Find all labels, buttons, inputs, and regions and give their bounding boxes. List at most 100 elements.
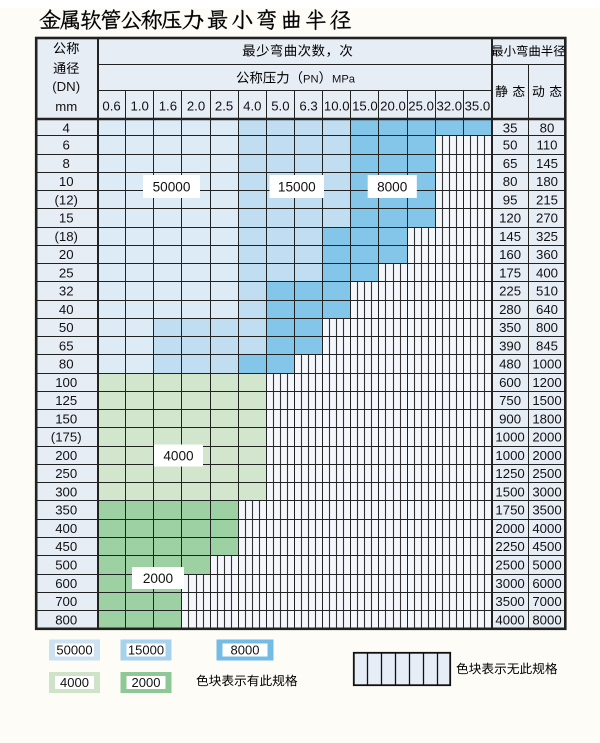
- svg-text:800: 800: [536, 320, 558, 335]
- svg-text:6: 6: [63, 138, 70, 153]
- svg-text:145: 145: [536, 156, 558, 171]
- svg-text:8000: 8000: [532, 612, 561, 627]
- svg-text:10: 10: [59, 174, 74, 189]
- svg-text:35.0: 35.0: [465, 99, 491, 114]
- svg-text:110: 110: [536, 138, 557, 153]
- svg-text:1500: 1500: [495, 485, 524, 500]
- svg-text:4500: 4500: [532, 539, 561, 554]
- svg-text:10.0: 10.0: [324, 99, 350, 114]
- svg-text:0.6: 0.6: [102, 99, 120, 114]
- svg-text:2000: 2000: [132, 675, 161, 690]
- svg-text:32.0: 32.0: [436, 99, 462, 114]
- svg-text:25: 25: [59, 265, 74, 280]
- svg-text:700: 700: [55, 594, 77, 609]
- svg-text:4000: 4000: [495, 612, 524, 627]
- svg-text:15: 15: [59, 211, 74, 226]
- svg-text:MPa: MPa: [332, 74, 356, 86]
- svg-text:350: 350: [55, 503, 77, 518]
- svg-text:1000: 1000: [532, 357, 561, 372]
- svg-text:50: 50: [503, 138, 518, 153]
- svg-text:2000: 2000: [532, 430, 561, 445]
- svg-text:50000: 50000: [56, 643, 92, 658]
- svg-text:900: 900: [499, 411, 521, 426]
- svg-text:250: 250: [55, 466, 77, 481]
- svg-text:2500: 2500: [495, 558, 524, 573]
- svg-text:15000: 15000: [128, 643, 164, 658]
- svg-text:15.0: 15.0: [352, 99, 378, 114]
- svg-text:8000: 8000: [377, 179, 408, 194]
- svg-text:1250: 1250: [495, 466, 524, 481]
- svg-text:750: 750: [499, 393, 521, 408]
- svg-text:35: 35: [503, 120, 518, 135]
- svg-text:5000: 5000: [532, 558, 561, 573]
- svg-text:125: 125: [55, 393, 77, 408]
- svg-text:4000: 4000: [60, 675, 89, 690]
- svg-text:600: 600: [55, 576, 77, 591]
- svg-text:120: 120: [499, 211, 521, 226]
- svg-text:270: 270: [536, 211, 558, 226]
- svg-text:1.0: 1.0: [131, 99, 149, 114]
- svg-text:360: 360: [536, 247, 558, 262]
- svg-text:2000: 2000: [143, 571, 174, 586]
- svg-text:8000: 8000: [231, 643, 260, 658]
- svg-text:300: 300: [55, 485, 77, 500]
- svg-text:6.3: 6.3: [299, 99, 317, 114]
- svg-text:65: 65: [503, 156, 518, 171]
- svg-text:325: 325: [536, 229, 558, 244]
- svg-text:5.0: 5.0: [271, 99, 289, 114]
- svg-text:(175): (175): [51, 430, 82, 445]
- svg-text:510: 510: [536, 284, 558, 299]
- svg-text:4000: 4000: [163, 448, 194, 463]
- svg-text:80: 80: [503, 174, 518, 189]
- svg-text:2250: 2250: [495, 539, 524, 554]
- svg-text:80: 80: [540, 120, 555, 135]
- svg-text:100: 100: [55, 375, 77, 390]
- svg-text:3000: 3000: [495, 576, 524, 591]
- svg-text:(18): (18): [54, 229, 77, 244]
- svg-text:PN: PN: [303, 74, 319, 86]
- svg-text:1200: 1200: [532, 375, 561, 390]
- svg-text:2000: 2000: [532, 448, 561, 463]
- svg-text:3500: 3500: [532, 503, 561, 518]
- svg-text:845: 845: [536, 338, 558, 353]
- svg-text:7000: 7000: [532, 594, 561, 609]
- svg-text:32: 32: [59, 284, 74, 299]
- svg-text:(DN): (DN): [52, 79, 80, 94]
- svg-text:1000: 1000: [495, 448, 524, 463]
- svg-text:95: 95: [503, 192, 518, 207]
- svg-text:4: 4: [63, 120, 70, 135]
- svg-text:400: 400: [536, 265, 558, 280]
- svg-text:400: 400: [55, 521, 77, 536]
- svg-text:15000: 15000: [278, 179, 316, 194]
- svg-text:4.0: 4.0: [243, 99, 261, 114]
- svg-text:160: 160: [499, 247, 521, 262]
- svg-text:225: 225: [499, 284, 521, 299]
- svg-text:1750: 1750: [495, 503, 524, 518]
- svg-text:450: 450: [55, 539, 77, 554]
- svg-text:480: 480: [499, 357, 521, 372]
- svg-text:8: 8: [63, 156, 70, 171]
- svg-text:1800: 1800: [532, 411, 561, 426]
- svg-text:280: 280: [499, 302, 521, 317]
- svg-text:3500: 3500: [495, 594, 524, 609]
- svg-text:65: 65: [59, 338, 74, 353]
- svg-text:50000: 50000: [153, 179, 191, 194]
- svg-text:200: 200: [55, 448, 77, 463]
- svg-text:3000: 3000: [532, 485, 561, 500]
- svg-text:2.5: 2.5: [215, 99, 233, 114]
- svg-text:215: 215: [536, 192, 558, 207]
- svg-text:390: 390: [499, 338, 521, 353]
- svg-text:150: 150: [55, 411, 77, 426]
- svg-text:80: 80: [59, 357, 74, 372]
- svg-text:50: 50: [59, 320, 74, 335]
- svg-text:1.6: 1.6: [159, 99, 177, 114]
- svg-text:180: 180: [536, 174, 558, 189]
- svg-text:4000: 4000: [532, 521, 561, 536]
- svg-text:145: 145: [499, 229, 521, 244]
- svg-text:500: 500: [55, 558, 77, 573]
- svg-text:2.0: 2.0: [187, 99, 205, 114]
- svg-text:20.0: 20.0: [380, 99, 406, 114]
- svg-text:600: 600: [499, 375, 521, 390]
- svg-text:800: 800: [55, 612, 77, 627]
- svg-text:(12): (12): [54, 192, 77, 207]
